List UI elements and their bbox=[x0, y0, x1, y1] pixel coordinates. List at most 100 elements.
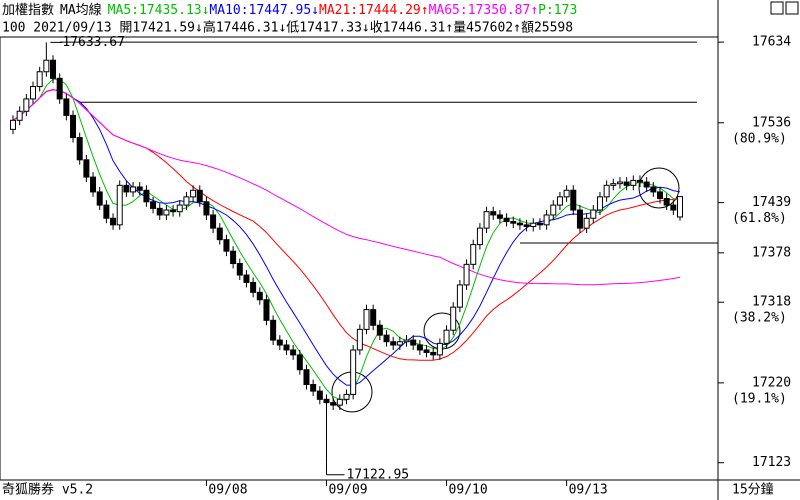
candle-body bbox=[496, 214, 503, 219]
candle-body bbox=[316, 390, 323, 400]
candle-body bbox=[50, 59, 57, 79]
candle-body bbox=[76, 137, 83, 161]
candle-body bbox=[123, 184, 130, 193]
candle-body bbox=[650, 186, 657, 193]
candle-body bbox=[176, 204, 183, 213]
candle-body bbox=[610, 183, 617, 186]
candle-body bbox=[323, 398, 330, 404]
candle-body bbox=[243, 274, 250, 283]
candle-body bbox=[130, 186, 137, 193]
candle-body bbox=[643, 181, 650, 188]
ma-values: MA5:17435.13↓MA10:17447.95↓MA21:17444.29… bbox=[108, 3, 578, 18]
candle-body bbox=[210, 214, 217, 229]
candle-body bbox=[376, 324, 383, 336]
candle-body bbox=[370, 309, 377, 326]
candle-body bbox=[203, 201, 210, 216]
candle-body bbox=[630, 179, 637, 186]
candle-body bbox=[70, 114, 77, 139]
candle-body bbox=[283, 344, 290, 351]
ma-value: MA65:17350.87↑ bbox=[429, 3, 539, 18]
ma-value: MA5:17435.13↓ bbox=[108, 3, 210, 18]
candle-body bbox=[150, 201, 157, 209]
retracement-label: (38.2%) bbox=[732, 311, 787, 326]
candle-body bbox=[156, 207, 163, 216]
candle-body bbox=[183, 196, 190, 206]
candle-body bbox=[363, 309, 370, 330]
ma-line bbox=[12, 89, 681, 386]
candle-body bbox=[550, 204, 557, 216]
candle-body bbox=[230, 250, 237, 265]
candle-body bbox=[476, 227, 483, 246]
candle-body bbox=[116, 184, 123, 226]
candle-body bbox=[483, 211, 490, 229]
candle-body bbox=[543, 214, 550, 226]
candle-body bbox=[590, 209, 597, 219]
info-line: 100 2021/09/13 開17421.59↓高17446.31↓低1741… bbox=[2, 20, 573, 36]
candle-body bbox=[436, 342, 443, 356]
window-button[interactable] bbox=[770, 1, 784, 15]
candle-body bbox=[603, 184, 610, 198]
y-tick-label: 17123 bbox=[752, 455, 791, 470]
candle-body bbox=[196, 189, 203, 203]
candle-body bbox=[583, 217, 590, 229]
candle-body bbox=[356, 328, 363, 351]
annotation: 17633.67 bbox=[62, 35, 125, 50]
retracement-label: (61.8%) bbox=[732, 211, 787, 226]
candle-body bbox=[403, 339, 410, 343]
candle-body bbox=[663, 198, 670, 206]
candle-body bbox=[390, 341, 397, 346]
window-button[interactable] bbox=[785, 1, 799, 15]
candle-body bbox=[190, 189, 197, 198]
retracement-label: (80.9%) bbox=[732, 131, 787, 146]
candle-body bbox=[396, 341, 403, 346]
candle-body bbox=[56, 77, 63, 100]
y-tick-label: 17536 bbox=[752, 115, 791, 130]
candle-body bbox=[463, 263, 470, 286]
x-tick-label: 09/10 bbox=[449, 483, 488, 498]
candle-body bbox=[110, 217, 117, 226]
candle-body bbox=[470, 244, 477, 265]
candle-body bbox=[270, 319, 277, 341]
candle-body bbox=[503, 217, 510, 223]
candle-body bbox=[36, 71, 43, 88]
candle-body bbox=[103, 204, 110, 219]
y-tick-label: 17318 bbox=[752, 295, 791, 310]
candle-body bbox=[163, 209, 170, 216]
candle-body bbox=[556, 196, 563, 206]
candle-body bbox=[303, 369, 310, 386]
candle-body bbox=[96, 191, 103, 206]
candle-body bbox=[677, 196, 683, 218]
candle-body bbox=[443, 329, 450, 344]
candle-body bbox=[456, 284, 463, 308]
candle-body bbox=[276, 339, 283, 346]
candle-body bbox=[516, 222, 523, 226]
footer-left: 奇狐勝券 v5.2 bbox=[2, 482, 93, 498]
candle-body bbox=[423, 349, 430, 353]
candle-body bbox=[263, 299, 270, 321]
candle-body bbox=[30, 86, 37, 100]
candle-body bbox=[330, 402, 337, 406]
candle-body bbox=[596, 196, 603, 211]
x-tick-label: 09/08 bbox=[208, 483, 247, 498]
candle-body bbox=[530, 222, 537, 227]
candle-body bbox=[23, 98, 30, 112]
candle-body bbox=[343, 393, 350, 400]
candle-body bbox=[290, 349, 297, 356]
candle-body bbox=[170, 209, 177, 213]
ma-value: MA10:17447.95↓ bbox=[209, 3, 319, 18]
candle-body bbox=[450, 306, 457, 331]
candle-body bbox=[570, 189, 577, 211]
x-tick-label: 09/13 bbox=[569, 483, 608, 498]
candle-body bbox=[256, 291, 263, 301]
candle-body bbox=[623, 181, 630, 186]
header-line: 加權指數 MA均線 MA5:17435.13↓MA10:17447.95↓MA21:… bbox=[2, 2, 577, 18]
candle-body bbox=[43, 59, 50, 73]
candle-body bbox=[216, 227, 223, 241]
y-tick-label: 17220 bbox=[752, 375, 791, 390]
candle-body bbox=[656, 191, 663, 200]
ma-value: MA21:17444.29↑ bbox=[319, 3, 429, 18]
highlight-circle bbox=[638, 167, 680, 209]
footer-right: 15分鐘 bbox=[732, 482, 774, 498]
candle-body bbox=[90, 176, 97, 193]
